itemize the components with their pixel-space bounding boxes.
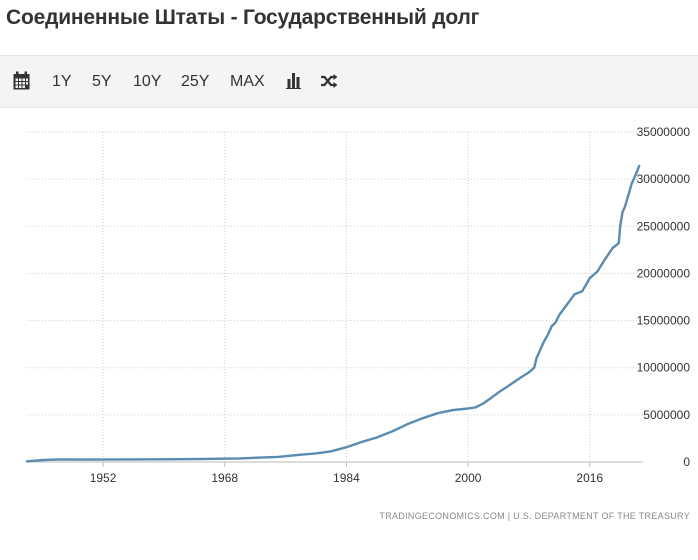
- x-tick-label: 1952: [90, 471, 117, 485]
- y-tick-label: 5000000: [643, 408, 690, 422]
- shuffle-icon[interactable]: [320, 74, 338, 93]
- page-title: Соединенные Штаты - Государственный долг: [6, 6, 480, 29]
- y-tick-label: 15000000: [637, 314, 691, 328]
- range-25y-button[interactable]: 25Y: [181, 73, 210, 90]
- range-5y-button[interactable]: 5Y: [92, 73, 112, 90]
- range-10y-button[interactable]: 10Y: [133, 73, 162, 90]
- calendar-icon[interactable]: [13, 71, 30, 95]
- debt-series-line: [25, 164, 641, 463]
- debt-line-chart: 0 5000000 10000000 15000000 20000000 25000000…: [0, 107, 698, 560]
- range-1y-button[interactable]: 1Y: [52, 73, 72, 90]
- chart-toolbar: 1Y 5Y 10Y 25Y MAX: [0, 55, 698, 108]
- x-tick-label: 2000: [455, 471, 482, 485]
- y-tick-label: 20000000: [637, 266, 691, 280]
- y-tick-label: 10000000: [637, 361, 691, 375]
- y-tick-label: 0: [683, 455, 690, 469]
- y-tick-label: 30000000: [637, 172, 691, 186]
- y-tick-label: 25000000: [637, 219, 691, 233]
- bar-chart-icon[interactable]: [286, 73, 301, 94]
- range-max-button[interactable]: MAX: [230, 73, 265, 90]
- source-credit: TRADINGECONOMICS.COM | U.S. DEPARTMENT O…: [379, 511, 690, 521]
- x-tick-label: 1984: [333, 471, 360, 485]
- chart-svg: 0 5000000 10000000 15000000 20000000 25000000…: [25, 125, 691, 521]
- x-tick-label: 2016: [576, 471, 603, 485]
- x-tick-label: 1968: [211, 471, 238, 485]
- y-tick-label: 35000000: [637, 125, 691, 139]
